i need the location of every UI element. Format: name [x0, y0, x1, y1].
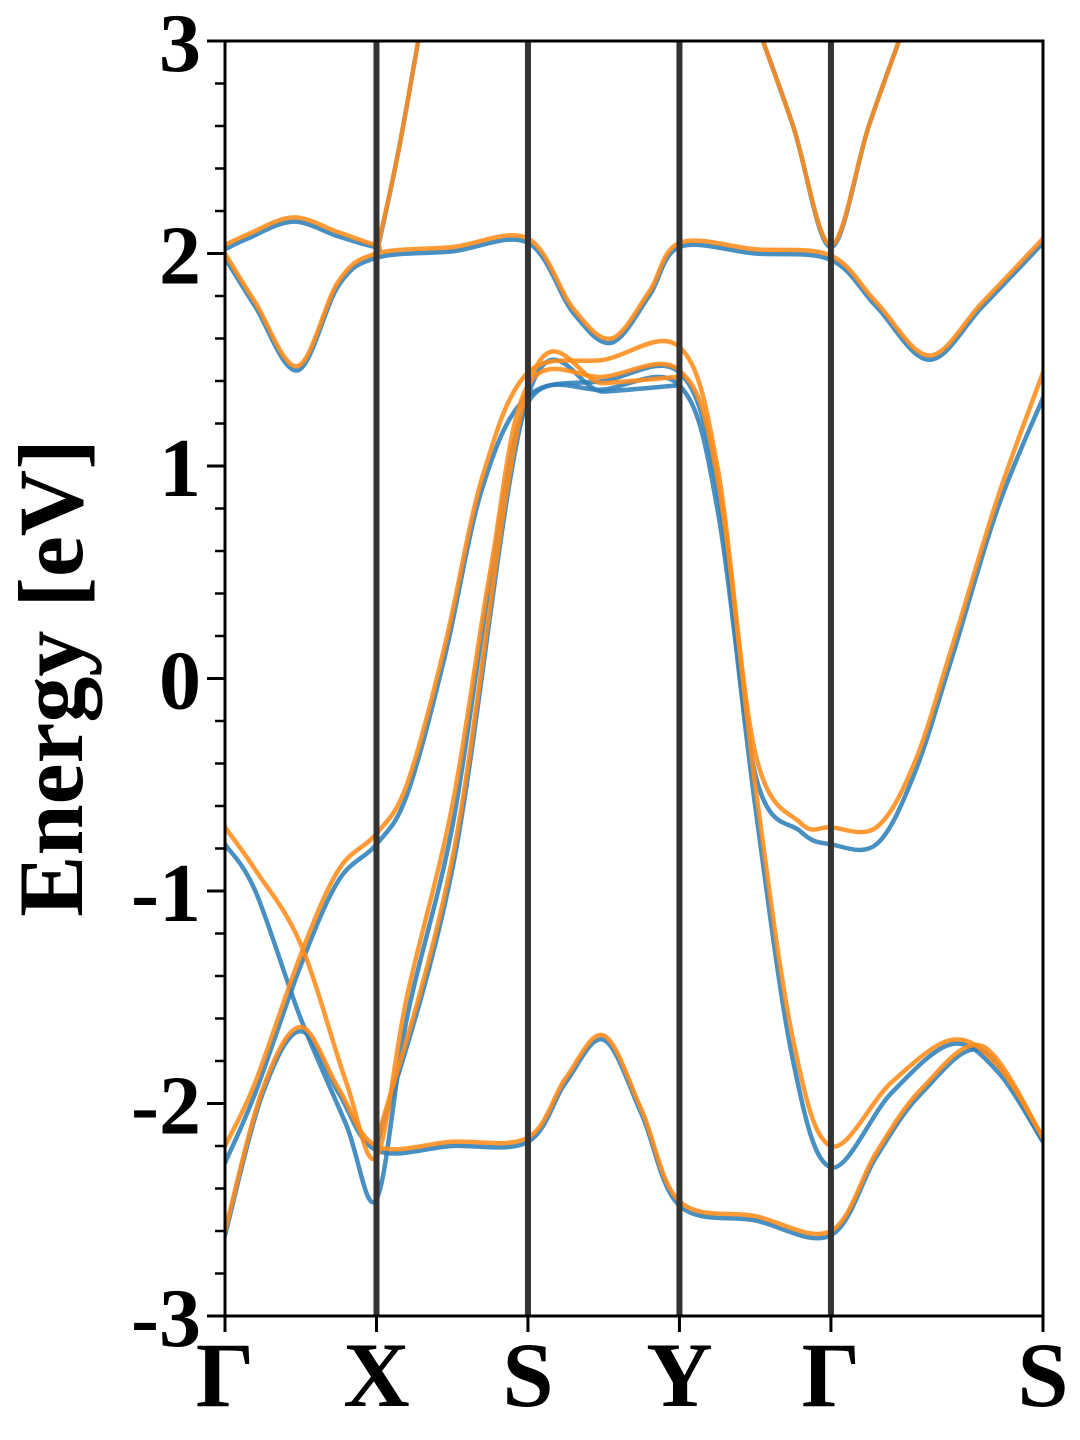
series-1-band-1 — [225, 41, 421, 253]
series-2-band-7 — [374, 349, 682, 1145]
series-2-band-6 — [225, 1024, 1043, 1237]
x-tick-label-6: S — [1017, 1324, 1068, 1426]
x-tick-label-4: Y — [646, 1324, 712, 1426]
y-tick-label: 2 — [159, 210, 201, 303]
y-tick-label: 3 — [159, 0, 201, 90]
series-2-band-2 — [225, 233, 1043, 369]
series-2-band-5 — [225, 338, 1043, 1149]
x-tick-label-5: Γ — [802, 1324, 861, 1426]
y-tick-label: -3 — [131, 1272, 201, 1365]
kpath-lines — [373, 41, 834, 1316]
y-tick-label: 0 — [159, 635, 201, 728]
series-1-band-5 — [225, 363, 1043, 1166]
y-axis-ticks: 3 2 1 0 -1 -2 -3 — [131, 0, 225, 1365]
series-1-band-4 — [225, 374, 1043, 1205]
series-2 — [225, 41, 1043, 1237]
y-axis-title: Energy [eV] — [0, 439, 102, 917]
y-tick-label: -1 — [131, 847, 201, 940]
x-tick-label-1: Γ — [196, 1324, 255, 1426]
series-2-band-1 — [225, 41, 421, 251]
bands-layer — [225, 41, 1043, 1241]
y-tick-label: 1 — [159, 422, 201, 515]
x-tick-label-2: X — [343, 1324, 409, 1426]
x-tick-label-3: S — [502, 1324, 553, 1426]
y-tick-label: -2 — [131, 1060, 201, 1153]
